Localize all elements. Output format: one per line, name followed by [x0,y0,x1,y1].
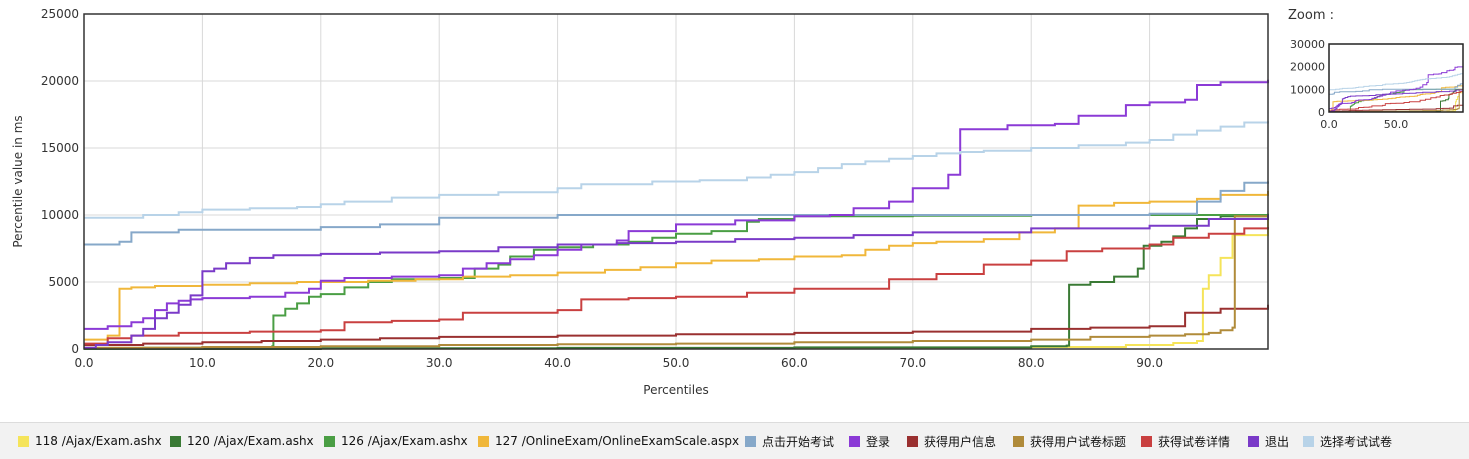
series-line-1[interactable] [84,215,1269,350]
main-chart: 0 5000 10000 15000 20000 25000 0.0 10.0 20.0 30.0… [11,7,1269,397]
zoom-series-line-9 [1329,89,1464,113]
legend-item-7[interactable]: 获得用户试卷标题 [1013,433,1126,449]
zoom-chart[interactable]: 0 10000 20000 30000 0.0 50.0 [1280,30,1469,140]
legend-label: 获得用户试卷标题 [1030,434,1127,449]
y-tick-label: 5000 [48,275,79,289]
legend-item-9[interactable]: 退出 [1248,433,1289,449]
legend-swatch [1141,435,1152,447]
series-line-7[interactable] [84,215,1269,349]
series-line-10[interactable] [84,121,1269,219]
x-tick-label: 0.0 [74,356,93,370]
legend-item-0[interactable]: 118 /Ajax/Exam.ashx [18,433,162,449]
zoom-series-line-4 [1329,83,1464,95]
series-line-8[interactable] [84,227,1269,345]
legend-label: 点击开始考试 [762,434,835,449]
legend-swatch [849,435,860,447]
legend-swatch [170,435,181,447]
x-tick-label: 10.0 [189,356,216,370]
x-tick-label: 50.0 [663,356,690,370]
x-tick-label: 90.0 [1136,356,1163,370]
legend-swatch [907,435,918,447]
series-line-6[interactable] [84,304,1269,346]
y-tick-label: 0 [71,342,79,356]
legend-item-1[interactable]: 120 /Ajax/Exam.ashx [170,433,314,449]
legend-item-10[interactable]: 选择考试试卷 [1303,433,1392,449]
plot-border [83,13,1269,350]
zoom-x-tick-label: 50.0 [1384,118,1409,131]
legend-swatch [1303,435,1314,447]
zoom-title: Zoom : [1288,8,1334,23]
zoom-series-line-10 [1329,73,1464,91]
zoom-series-line-8 [1329,91,1464,112]
x-axis-label: Percentiles [643,383,708,397]
legend-label: 126 /Ajax/Exam.ashx [341,434,468,448]
series-line-2[interactable] [84,213,1269,350]
zoom-plot-border [1328,43,1464,113]
legend-label: 127 /OnlineExam/OnlineExamScale.aspx [495,434,740,448]
legend-item-2[interactable]: 126 /Ajax/Exam.ashx [324,433,468,449]
zoom-y-tick-label: 30000 [1290,38,1325,51]
legend-item-8[interactable]: 获得试卷详情 [1141,433,1230,449]
legend-item-6[interactable]: 获得用户信息 [907,433,996,449]
y-tick-label: 20000 [41,74,79,88]
zoom-x-tick-label: 0.0 [1320,118,1338,131]
series-line-3[interactable] [84,190,1269,341]
zoom-y-tick-label: 0 [1318,106,1325,119]
x-tick-label: 30.0 [426,356,453,370]
legend-swatch [478,435,489,447]
legend-swatch [1248,435,1259,447]
zoom-y-tick-label: 20000 [1290,61,1325,74]
x-tick-label: 60.0 [781,356,808,370]
zoom-series-line-3 [1329,85,1464,111]
legend-label: 获得试卷详情 [1158,434,1231,449]
x-tick-label: 40.0 [544,356,571,370]
legend-item-5[interactable]: 登录 [849,433,890,449]
legend-swatch [1013,435,1024,447]
axis-ticks: 0 5000 10000 15000 20000 25000 0.0 10.0 20.0 30.0… [41,7,1163,370]
legend-label: 118 /Ajax/Exam.ashx [35,434,162,448]
legend-swatch [745,435,756,447]
legend-item-4[interactable]: 点击开始考试 [745,433,834,449]
y-tick-label: 10000 [41,208,79,222]
y-tick-label: 25000 [41,7,79,21]
y-tick-label: 15000 [41,141,79,155]
legend-label: 退出 [1265,434,1290,449]
zoom-y-tick-label: 10000 [1290,83,1325,96]
legend-label: 选择考试试卷 [1320,434,1393,449]
legend-label: 登录 [866,434,891,449]
legend-swatch [324,435,335,447]
legend-bar: 118 /Ajax/Exam.ashx 120 /Ajax/Exam.ashx 12… [0,422,1469,459]
legend-label: 120 /Ajax/Exam.ashx [187,434,314,448]
legend-label: 获得用户信息 [924,434,997,449]
x-tick-label: 70.0 [899,356,926,370]
zoom-series-line-6 [1329,104,1464,112]
legend-swatch [18,435,29,447]
legend-item-3[interactable]: 127 /OnlineExam/OnlineExamScale.aspx [478,433,739,449]
x-tick-label: 80.0 [1018,356,1045,370]
series-line-9[interactable] [84,215,1269,349]
y-axis-label: Percentile value in ms [11,115,25,247]
series-line-4[interactable] [84,181,1269,246]
series-group [84,79,1269,350]
x-tick-label: 20.0 [307,356,334,370]
